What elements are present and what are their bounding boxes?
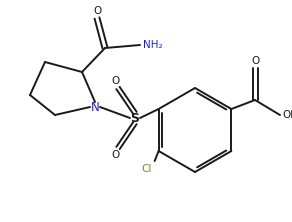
Text: O: O [93,6,101,16]
Text: NH₂: NH₂ [143,40,163,50]
Text: OH: OH [282,110,292,120]
Text: O: O [112,150,120,160]
Text: O: O [251,56,259,66]
Text: N: N [91,101,99,113]
Text: O: O [112,76,120,86]
Text: Cl: Cl [141,164,152,174]
Text: S: S [131,111,140,125]
